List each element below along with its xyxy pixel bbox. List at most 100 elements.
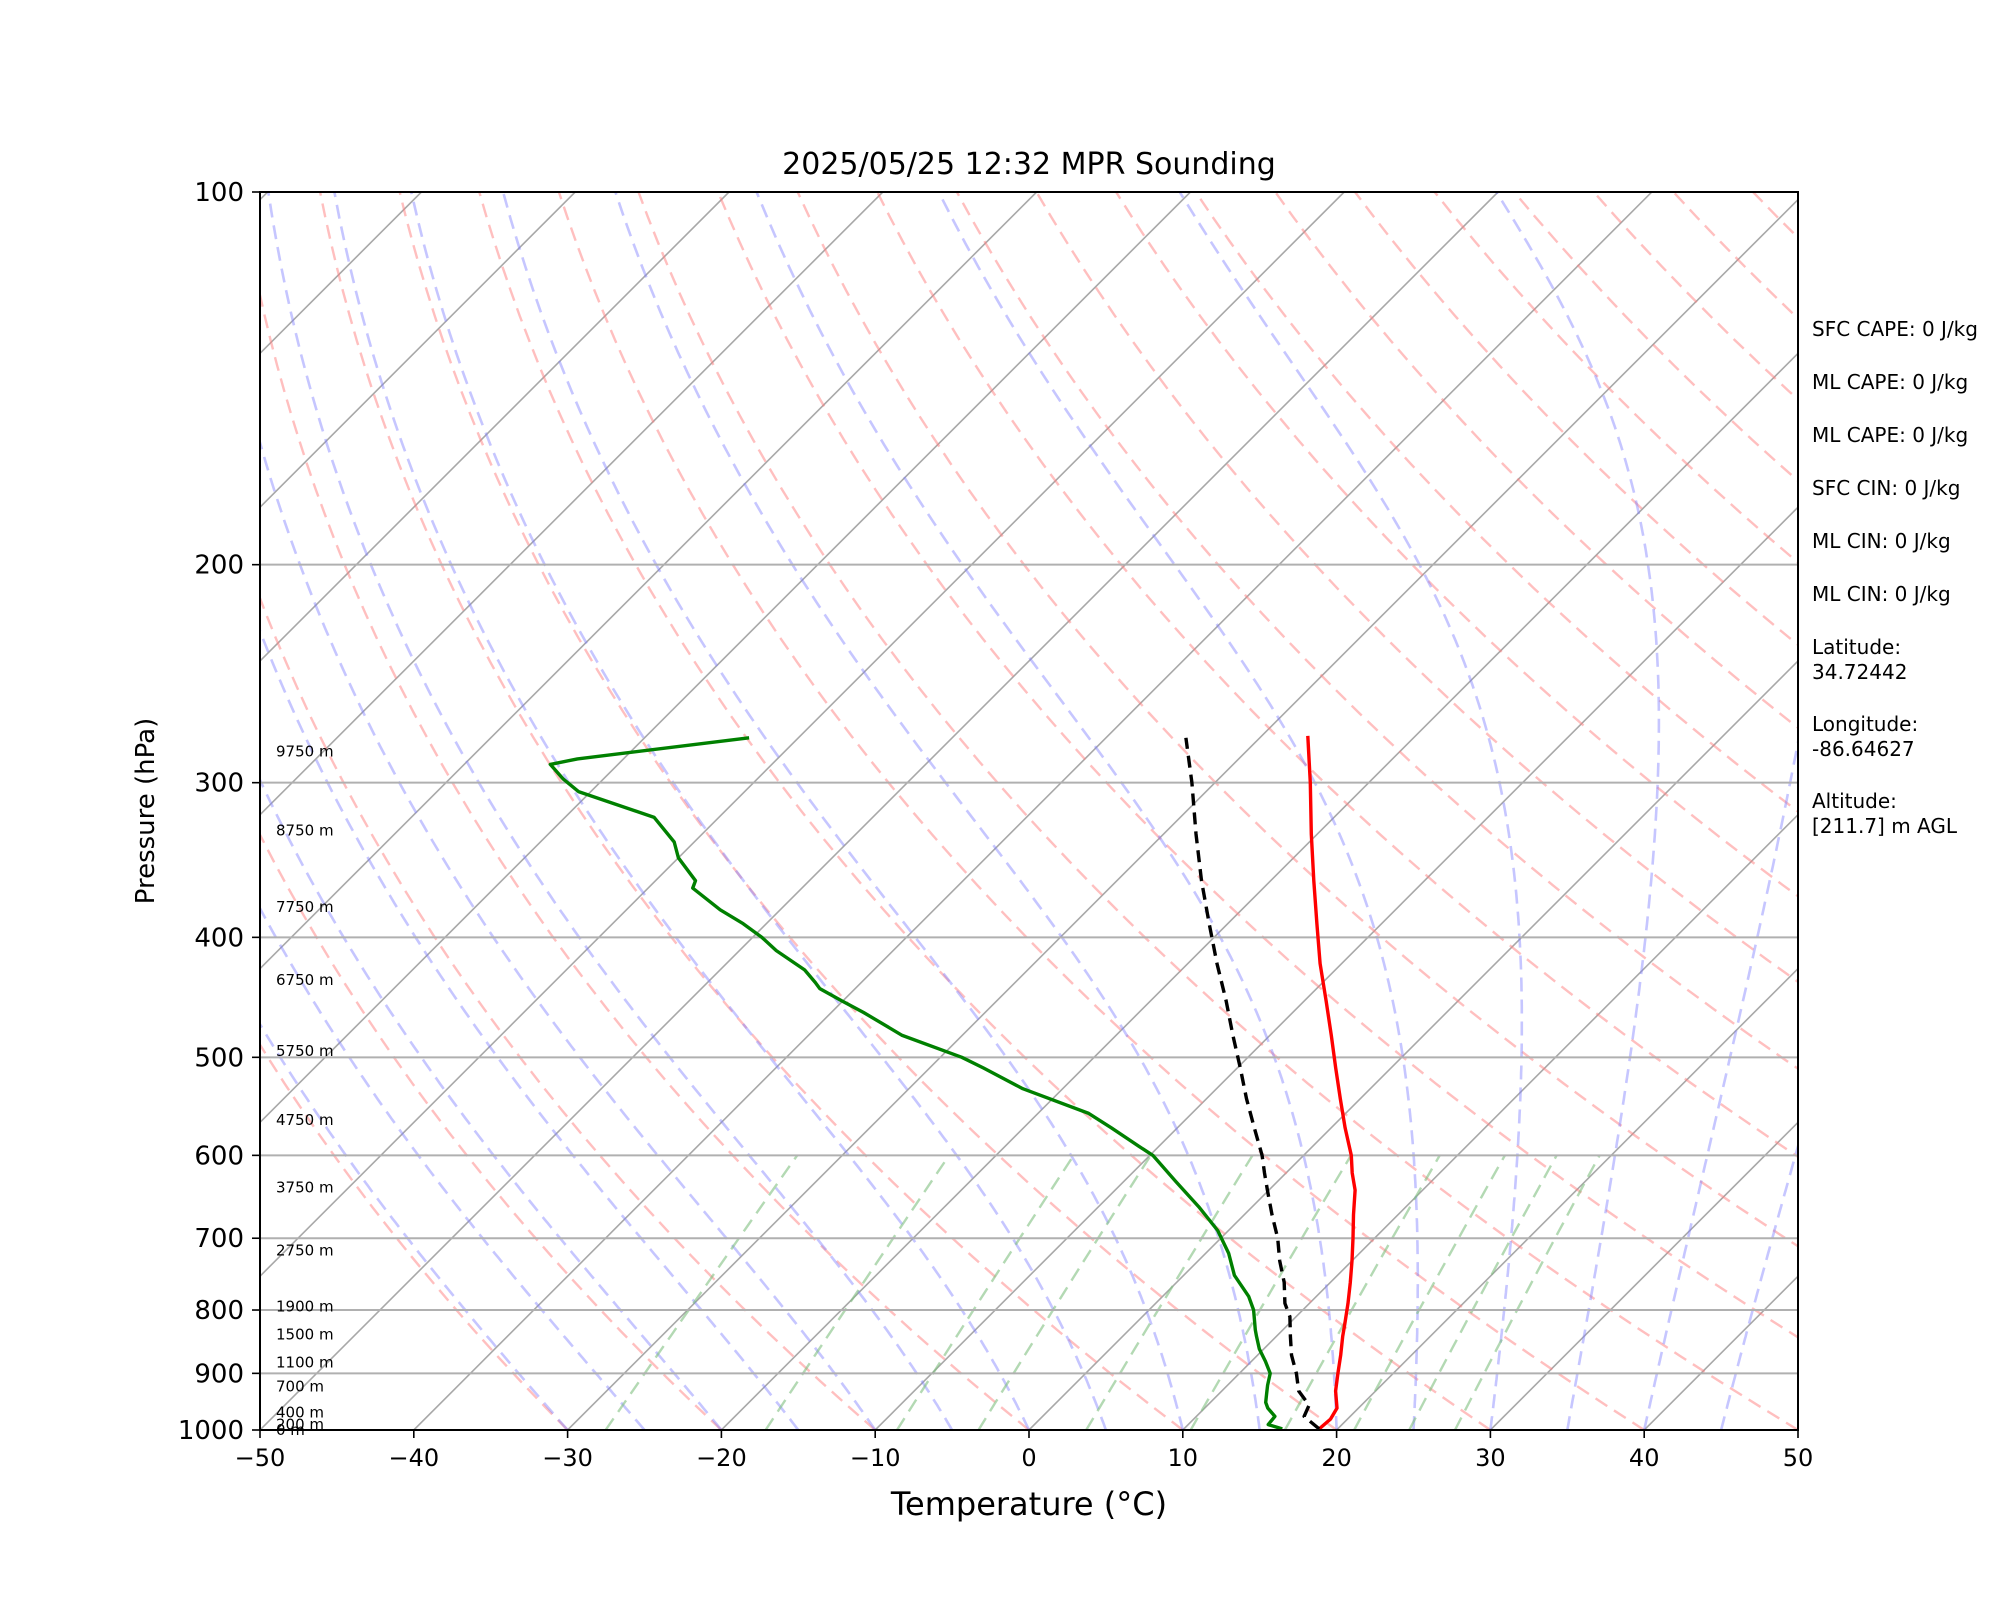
height-label: 2750 m	[276, 1241, 334, 1259]
moist-adiabat-line	[501, 192, 1185, 1430]
y-axis-ticks: 100 200 300 400 500 600 700 800 900 1000	[178, 178, 260, 1446]
moist-adiabat-line	[260, 776, 723, 1430]
ml-cape-text: ML CAPE: 0 J/kg	[1812, 370, 1969, 394]
mixing-ratio-line	[764, 1154, 951, 1430]
height-label: 7750 m	[276, 898, 334, 916]
dry-adiabat-line	[260, 832, 723, 1430]
sounding-profiles	[548, 735, 1357, 1430]
y-tick-label: 800	[194, 1296, 244, 1326]
isotherm-line	[260, 192, 730, 663]
isotherm-line	[567, 198, 1798, 1430]
mixing-ratio-line	[1189, 1154, 1353, 1430]
mixing-ratio-line	[1283, 1154, 1441, 1430]
y-tick-label: 700	[194, 1224, 244, 1254]
x-tick-label: −30	[542, 1444, 593, 1472]
sfc-cape-text: SFC CAPE: 0 J/kg	[1812, 317, 1978, 341]
height-label: 5750 m	[276, 1042, 334, 1060]
dry-adiabat-line	[1035, 192, 1798, 984]
latitude-value: 34.72442	[1812, 660, 1908, 684]
isotherm-line	[260, 192, 1038, 970]
height-label: 8750 m	[276, 822, 334, 840]
dry-adiabat-line	[260, 289, 1030, 1430]
y-tick-label: 900	[194, 1359, 244, 1389]
mixing-ratio-line	[1085, 1154, 1254, 1430]
x-axis-ticks: −50 −40 −30 −20 −10 0 10 20 30 40 50	[235, 1430, 1814, 1472]
dry-adiabat-line	[796, 192, 1798, 1248]
dry-adiabat-line	[260, 594, 876, 1430]
isotherm-line	[1489, 1121, 1798, 1430]
chart-title: 2025/05/25 12:32 MPR Sounding	[782, 147, 1276, 182]
isotherm-line	[720, 352, 1798, 1430]
ml-cin-text: ML CIN: 0 J/kg	[1812, 529, 1951, 553]
ml-cape-text: ML CAPE: 0 J/kg	[1812, 423, 1969, 447]
y-tick-label: 500	[194, 1043, 244, 1073]
isotherm-line	[0, 192, 114, 1430]
dry-adiabat-line	[557, 192, 1645, 1430]
isotherm-line	[1336, 967, 1798, 1430]
moist-adiabat-line	[410, 192, 1108, 1430]
dry-adiabat-line	[478, 192, 1492, 1430]
height-label: 400 m	[276, 1404, 324, 1422]
dry-adiabat-line	[260, 1042, 569, 1430]
x-tick-label: −50	[235, 1444, 286, 1472]
isotherm-line	[260, 192, 1345, 1278]
x-tick-label: 40	[1629, 1444, 1660, 1472]
x-tick-label: 20	[1321, 1444, 1352, 1472]
height-label: 4750 m	[276, 1111, 334, 1129]
altitude-label: Altitude:	[1812, 789, 1897, 813]
dry-adiabat-line	[637, 192, 1798, 1430]
dry-adiabat-line	[1513, 192, 1798, 483]
isotherm-line	[260, 192, 576, 509]
isotherm-line	[260, 192, 884, 816]
altitude-value: [211.7] m AGL	[1812, 814, 1958, 838]
y-tick-label: 400	[194, 923, 244, 953]
moist-adiabat-line	[614, 192, 1261, 1430]
mixing-ratio-line	[977, 1154, 1152, 1430]
mixing-ratio-line	[1408, 1154, 1558, 1430]
x-tick-label: −10	[850, 1444, 901, 1472]
isotherm-line	[1028, 659, 1798, 1430]
sounding-indices-panel: SFC CAPE: 0 J/kg ML CAPE: 0 J/kg ML CAPE…	[1812, 317, 1997, 866]
dry-adiabat-line	[1433, 192, 1798, 565]
isotherm-line	[1182, 813, 1798, 1430]
height-label: 6750 m	[276, 971, 334, 989]
moist-adiabat-line	[260, 437, 877, 1430]
height-label: 9750 m	[276, 742, 334, 760]
dry-adiabat-line	[955, 192, 1798, 1071]
longitude-value: -86.64627	[1812, 737, 1915, 761]
ml-cin-text: ML CIN: 0 J/kg	[1812, 582, 1951, 606]
y-tick-label: 100	[194, 178, 244, 208]
longitude-label: Longitude:	[1812, 712, 1919, 736]
x-tick-label: 0	[1021, 1444, 1036, 1472]
moist-adiabat-line	[260, 1021, 569, 1430]
latitude-label: Latitude:	[1812, 635, 1902, 659]
moist-adiabat-line	[333, 192, 1031, 1430]
height-label: 1900 m	[276, 1298, 334, 1316]
y-tick-label: 200	[194, 551, 244, 581]
temperature-profile	[1306, 735, 1357, 1430]
moist-adiabat-line	[1719, 1141, 1798, 1430]
dry-adiabat-line	[716, 192, 1798, 1339]
dry-adiabat-line	[398, 192, 1338, 1430]
dry-adiabat-line	[318, 192, 1184, 1430]
x-tick-label: 30	[1475, 1444, 1506, 1472]
mixing-ratio-line	[895, 1154, 1075, 1430]
x-tick-label: −20	[696, 1444, 747, 1472]
moist-adiabat-line	[267, 192, 954, 1430]
reference-lines	[0, 192, 1798, 1430]
moist-adiabat-line	[260, 905, 646, 1430]
moist-adiabat-line	[1495, 192, 1661, 1430]
x-tick-label: 50	[1783, 1444, 1814, 1472]
moist-adiabat-line	[260, 627, 800, 1430]
dewpoint-profile	[548, 736, 1283, 1430]
y-tick-label: 300	[194, 769, 244, 799]
isotherm-line	[260, 192, 1499, 1430]
parcel-profile	[1184, 737, 1321, 1430]
x-axis-label: Temperature (°C)	[890, 1485, 1167, 1523]
height-label: 1500 m	[276, 1325, 334, 1343]
y-tick-label: 1000	[178, 1416, 244, 1446]
x-tick-label: 10	[1168, 1444, 1199, 1472]
dry-adiabat-line	[1354, 192, 1798, 647]
